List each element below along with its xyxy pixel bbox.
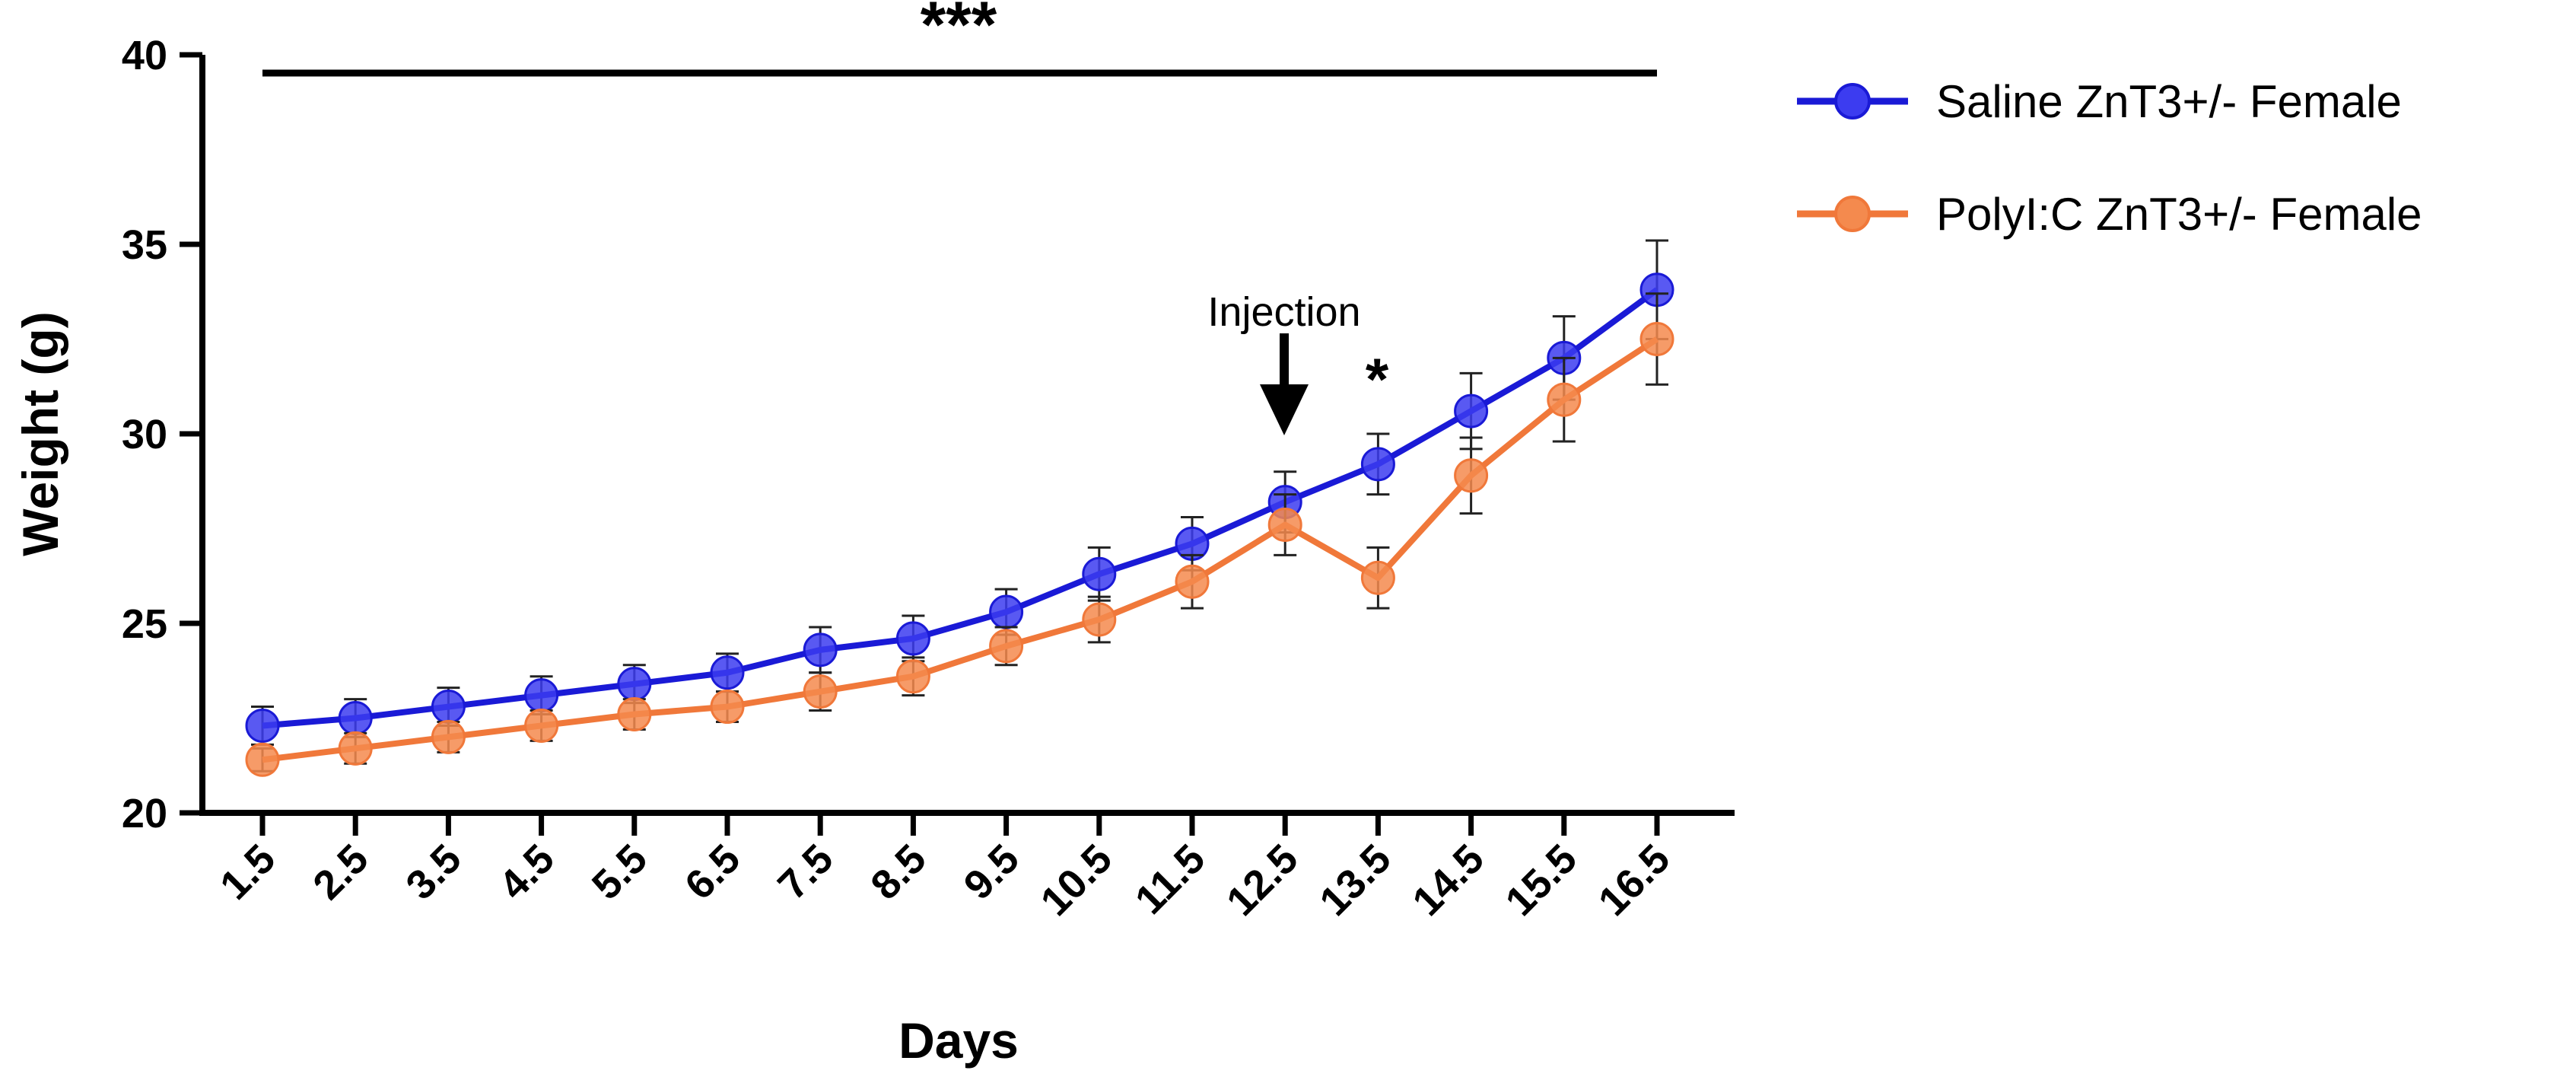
y-tick-label: 35 xyxy=(122,222,167,268)
data-point-polyic xyxy=(431,719,466,754)
series-saline xyxy=(245,239,1674,746)
data-point-polyic xyxy=(1360,560,1395,595)
data-point-saline xyxy=(245,708,280,743)
x-tick-label: 15.5 xyxy=(1497,836,1586,925)
legend-marker-polyic-icon xyxy=(1834,196,1871,232)
legend: Saline ZnT3+/- Female PolyI:C ZnT3+/- Fe… xyxy=(1797,76,2422,240)
x-tick-label: 4.5 xyxy=(491,836,564,909)
y-tick-label: 20 xyxy=(122,791,167,836)
data-point-polyic xyxy=(1082,602,1117,637)
injection-label: Injection xyxy=(1207,289,1360,335)
data-point-saline xyxy=(803,632,838,667)
point-significance-label: * xyxy=(1366,346,1389,413)
y-tick-label: 30 xyxy=(122,412,167,457)
x-tick-label: 7.5 xyxy=(769,836,842,909)
x-tick-label: 13.5 xyxy=(1311,836,1400,925)
x-tick-label: 8.5 xyxy=(862,836,935,909)
data-point-saline xyxy=(431,690,466,725)
data-point-polyic xyxy=(989,629,1024,664)
x-tick-label: 14.5 xyxy=(1404,836,1493,925)
x-tick-label: 2.5 xyxy=(304,836,377,909)
overall-significance-label: *** xyxy=(921,0,997,62)
data-point-polyic xyxy=(1175,564,1210,599)
x-tick-label: 10.5 xyxy=(1032,836,1121,925)
data-point-polyic xyxy=(895,659,930,694)
data-point-polyic xyxy=(710,690,745,725)
data-point-polyic xyxy=(338,731,373,766)
data-point-saline xyxy=(895,621,930,656)
x-tick-label: 3.5 xyxy=(397,836,470,909)
x-tick-label: 1.5 xyxy=(211,836,285,909)
series-polyic xyxy=(245,292,1674,777)
series-line-polyic xyxy=(262,336,1659,763)
data-point-polyic xyxy=(803,674,838,709)
data-point-polyic xyxy=(1454,458,1489,493)
y-tick-label: 25 xyxy=(122,601,167,647)
x-tick-label: 11.5 xyxy=(1127,836,1214,923)
y-tick-label: 40 xyxy=(122,33,167,78)
legend-item-saline: Saline ZnT3+/- Female xyxy=(1797,76,2402,127)
data-point-saline xyxy=(1082,556,1117,591)
data-point-polyic xyxy=(245,742,280,777)
x-tick-label: 12.5 xyxy=(1218,836,1307,925)
legend-label-saline: Saline ZnT3+/- Female xyxy=(1936,76,2402,127)
data-point-saline xyxy=(617,667,652,702)
legend-item-polyic: PolyI:C ZnT3+/- Female xyxy=(1797,189,2422,240)
x-tick-label: 9.5 xyxy=(956,836,1029,909)
x-axis-title: Days xyxy=(898,1012,1019,1069)
data-point-polyic xyxy=(617,697,652,732)
data-point-polyic xyxy=(1547,382,1582,417)
injection-arrow-icon xyxy=(1260,333,1309,435)
x-tick-label: 6.5 xyxy=(676,836,749,909)
data-point-polyic xyxy=(1267,508,1302,543)
data-point-saline xyxy=(338,701,373,735)
data-point-saline xyxy=(1360,447,1395,482)
series-line-saline xyxy=(262,287,1659,729)
data-point-saline xyxy=(989,594,1024,629)
data-point-saline xyxy=(1454,393,1489,428)
data-point-saline xyxy=(524,678,559,713)
x-tick-label: 5.5 xyxy=(584,836,657,909)
data-point-polyic xyxy=(1639,322,1674,356)
data-point-polyic xyxy=(524,708,559,743)
legend-label-polyic: PolyI:C ZnT3+/- Female xyxy=(1936,189,2422,240)
data-point-saline xyxy=(710,655,745,690)
legend-marker-saline-icon xyxy=(1834,83,1871,119)
x-tick-label: 16.5 xyxy=(1590,836,1679,925)
y-axis-title: Weight (g) xyxy=(12,311,68,556)
